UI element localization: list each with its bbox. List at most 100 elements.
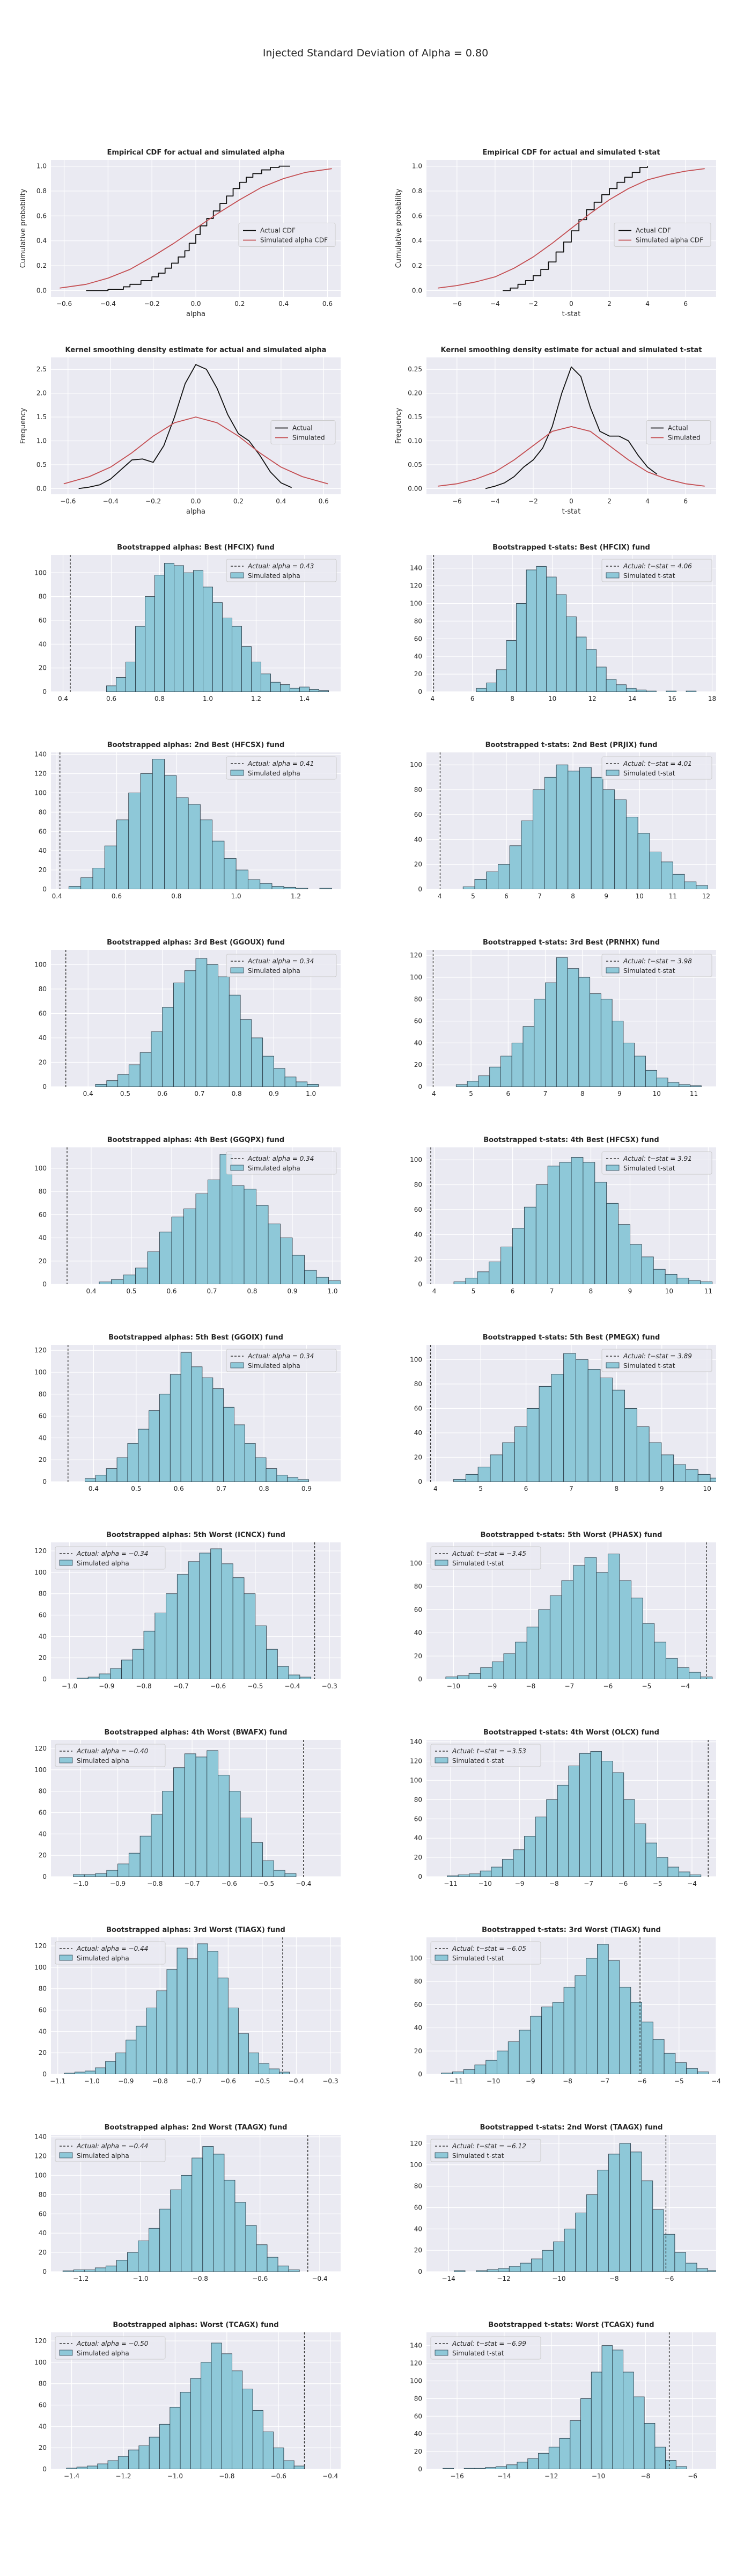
- subplot-17: −1.0 −0.9 −0.8 −0.7 −0.6 −0.5 −0.4 0 20 40 60 80 100…: [34, 1729, 341, 1887]
- subplot-5: 0.4 0.6 0.8 1.0 1.2 1.4 0 20 40 60 80 100 Bootstrapp…: [34, 544, 341, 702]
- x-tick-label: 0.0: [190, 497, 201, 505]
- histogram-bar: [259, 2063, 270, 2074]
- x-tick-label: −10: [592, 2472, 605, 2480]
- x-tick-label: 7: [538, 892, 542, 900]
- histogram-bar: [283, 2460, 294, 2469]
- histogram-bar: [608, 2154, 620, 2272]
- histogram-bar: [514, 1426, 527, 1482]
- histogram-bar: [480, 1870, 492, 1877]
- y-tick-label: 120: [410, 1758, 422, 1765]
- histogram-bar: [500, 1056, 512, 1087]
- histogram-bar: [586, 1958, 598, 2074]
- legend-label-actual: Actual: alpha = −0.50: [76, 2340, 149, 2347]
- histogram-bar: [184, 1753, 196, 1877]
- histogram-bar: [637, 833, 650, 889]
- x-tick-label: −4: [490, 300, 500, 308]
- y-tick-label: 0: [42, 885, 47, 893]
- histogram-bar: [570, 2420, 581, 2469]
- histogram-bar: [270, 682, 281, 692]
- legend-label-simulated: Simulated t-stat: [623, 1362, 675, 1370]
- histogram-bar: [299, 686, 310, 692]
- histogram-bar: [140, 773, 153, 889]
- histogram-bar: [516, 603, 527, 692]
- x-tick-label: −0.5: [254, 2077, 270, 2085]
- histogram-bar: [106, 1080, 119, 1087]
- histogram-bar: [597, 2170, 609, 2272]
- histogram-bar: [578, 977, 591, 1087]
- histogram-bar: [192, 2157, 203, 2272]
- y-tick-label: 60: [414, 1815, 422, 1823]
- histogram-bar: [576, 636, 587, 692]
- histogram-bar: [642, 2022, 653, 2074]
- x-tick-label: 2: [607, 497, 612, 505]
- subplot-title: Bootstrapped alphas: 3rd Worst (TIAGX) f…: [106, 1926, 285, 1934]
- histogram-bar: [579, 1753, 591, 1877]
- y-tick-label: 0.8: [412, 187, 422, 195]
- histogram-bar: [522, 1026, 535, 1087]
- histogram-bar: [260, 883, 273, 889]
- histogram-bar: [468, 1673, 481, 1679]
- line-series-group: [438, 366, 705, 489]
- histogram-bar: [234, 2202, 246, 2272]
- histogram-bar: [255, 1625, 267, 1679]
- histogram-bars: [453, 1353, 716, 1482]
- histogram-bar: [262, 1860, 274, 1877]
- histogram-bar: [686, 2068, 698, 2074]
- histogram-bar: [584, 1557, 597, 1679]
- subplot-2: −6 −4 −2 0 2 4 6 0.0 0.2 0.4 0.6 0.8 1.0 Empirical CD…: [395, 149, 716, 318]
- x-tick-label: 0.7: [194, 1090, 204, 1097]
- histogram-bar: [474, 2468, 486, 2469]
- histogram-bar: [76, 2467, 87, 2469]
- histogram-bars: [476, 566, 697, 692]
- legend-label-actual: Actual: alpha = −0.44: [76, 2142, 148, 2150]
- histogram-bar: [288, 2269, 300, 2272]
- y-tick-label: 80: [39, 2380, 47, 2388]
- x-tick-label: −9: [526, 2077, 535, 2085]
- subplot-21: −1.2 −1.0 −0.8 −0.6 −0.4 0 20 40 60 80 100 120 140 Bo…: [34, 2124, 341, 2282]
- y-tick-label: 0.25: [408, 365, 422, 373]
- histogram-bar: [590, 1751, 602, 1877]
- histogram-bar: [696, 885, 708, 889]
- histogram-bar: [591, 777, 603, 889]
- histogram-bar: [143, 1630, 156, 1679]
- histogram-bar: [154, 1613, 167, 1679]
- histogram-bar: [139, 1835, 152, 1877]
- histogram-bar: [645, 1842, 657, 1877]
- histogram-bar: [531, 2258, 543, 2272]
- y-tick-label: 40: [414, 1231, 422, 1238]
- histogram-bar: [474, 2065, 487, 2074]
- histogram-bars: [95, 958, 319, 1087]
- histogram-bar: [502, 1442, 515, 1482]
- subplot-title: Bootstrapped t-stats: 3rd Best (PRNHX) f…: [483, 939, 660, 947]
- legend-frame: [430, 2336, 541, 2360]
- histogram-bar: [686, 690, 697, 692]
- series-line-2: [438, 168, 705, 289]
- legend-swatch-simulated: [230, 1165, 244, 1171]
- x-tick-label: −6: [637, 2077, 647, 2085]
- x-tick-label: −8: [526, 1682, 536, 1690]
- y-tick-label: 100: [410, 761, 422, 769]
- histogram-bar: [116, 1457, 128, 1482]
- histogram-bar: [636, 1426, 650, 1482]
- histogram-bars: [445, 1554, 713, 1679]
- histogram-bar: [273, 1870, 285, 1877]
- histogram-bar: [463, 2468, 475, 2469]
- histogram-bar: [104, 845, 117, 889]
- legend: Actual: t−stat = −6.12 Simulated t-stat: [430, 2139, 541, 2162]
- x-tick-label: −0.6: [220, 2077, 236, 2085]
- y-tick-label: 0: [42, 2268, 47, 2275]
- histogram-bar: [224, 2179, 235, 2272]
- histogram-bar: [498, 2268, 510, 2272]
- y-tick-label: 40: [414, 1039, 422, 1046]
- x-tick-label: 0.8: [259, 1485, 269, 1492]
- legend-label: Actual CDF: [636, 227, 671, 235]
- histogram-bar: [478, 1075, 490, 1087]
- histogram-bar: [677, 1667, 690, 1679]
- legend-label: Simulated alpha CDF: [260, 237, 328, 244]
- y-tick-label: 60: [414, 2001, 422, 2008]
- legend-swatch-simulated: [59, 1560, 73, 1566]
- x-tick-label: −12: [497, 2275, 510, 2282]
- histogram-bar: [115, 2052, 127, 2074]
- legend: Actual: alpha = −0.34 Simulated alpha: [55, 1546, 166, 1570]
- histogram-bar: [590, 993, 601, 1087]
